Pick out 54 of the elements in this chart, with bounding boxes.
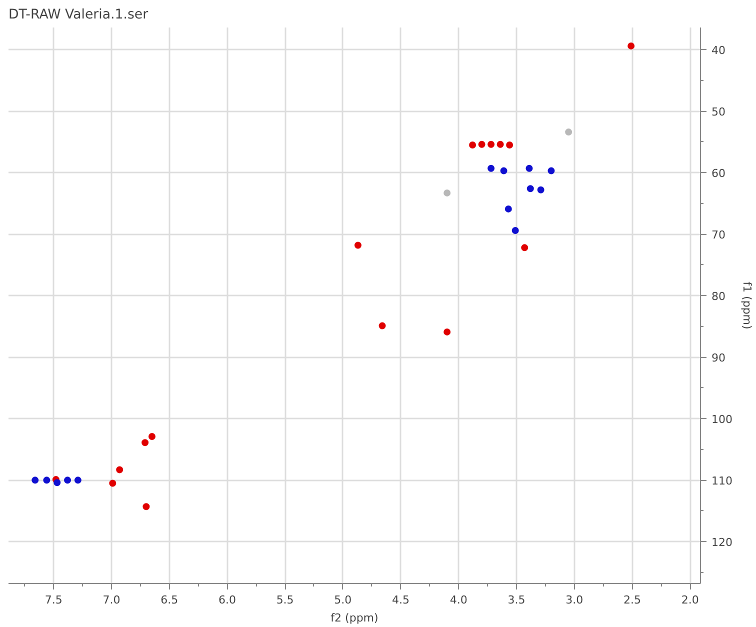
point: [378, 322, 386, 330]
x-tick-label: 7.5: [44, 594, 62, 606]
y-tick-label: 80: [712, 290, 726, 304]
point: [142, 439, 149, 446]
point: [521, 244, 528, 252]
x-tick-label: 2.5: [623, 594, 641, 606]
point: [526, 164, 533, 172]
x-tick-label: 4.5: [392, 594, 410, 606]
x-tick-label: 5.0: [334, 594, 352, 606]
x-tick-label: 6.0: [218, 594, 236, 606]
point: [512, 226, 519, 234]
point: [500, 167, 508, 174]
point: [537, 186, 544, 194]
point: [488, 140, 495, 148]
y-tick-label: 120: [712, 536, 732, 550]
x-tick-label: 3.0: [566, 594, 584, 606]
point: [526, 185, 534, 192]
point: [116, 466, 124, 474]
y-axis-title: f1 (ppm): [740, 282, 754, 330]
x-tick-label: 7.0: [102, 594, 120, 606]
point: [142, 503, 150, 510]
point: [32, 476, 39, 484]
point: [628, 42, 635, 50]
x-tick-label: 6.5: [160, 594, 178, 606]
point: [488, 164, 495, 172]
y-tick-label: 110: [712, 474, 732, 488]
x-tick-label: 5.5: [276, 594, 294, 606]
point: [548, 167, 555, 174]
y-tick-label: 50: [712, 106, 726, 119]
point: [506, 141, 514, 148]
point: [469, 141, 476, 148]
point: [478, 140, 486, 148]
y-tick-label: 90: [712, 352, 726, 365]
point: [354, 242, 362, 249]
point: [148, 433, 156, 440]
point: [54, 479, 61, 486]
y-tick-label: 100: [712, 413, 732, 426]
point: [504, 205, 512, 212]
y-tick-label: 60: [712, 167, 726, 180]
y-tick-label: 70: [712, 228, 726, 242]
point: [109, 480, 116, 487]
point: [565, 128, 572, 136]
y-tick-label: 40: [712, 44, 726, 58]
point: [74, 476, 82, 484]
x-tick-label: 3.5: [508, 594, 526, 606]
x-axis-title: f2 (ppm): [330, 612, 378, 624]
point: [43, 476, 50, 484]
x-tick-label: 2.0: [681, 594, 699, 606]
point: [444, 328, 451, 336]
point: [444, 189, 451, 196]
chart-title: DT-RAW Valeria.1.ser: [8, 8, 149, 22]
x-tick-label: 4.0: [450, 594, 468, 606]
point: [64, 476, 72, 484]
point: [496, 140, 504, 148]
